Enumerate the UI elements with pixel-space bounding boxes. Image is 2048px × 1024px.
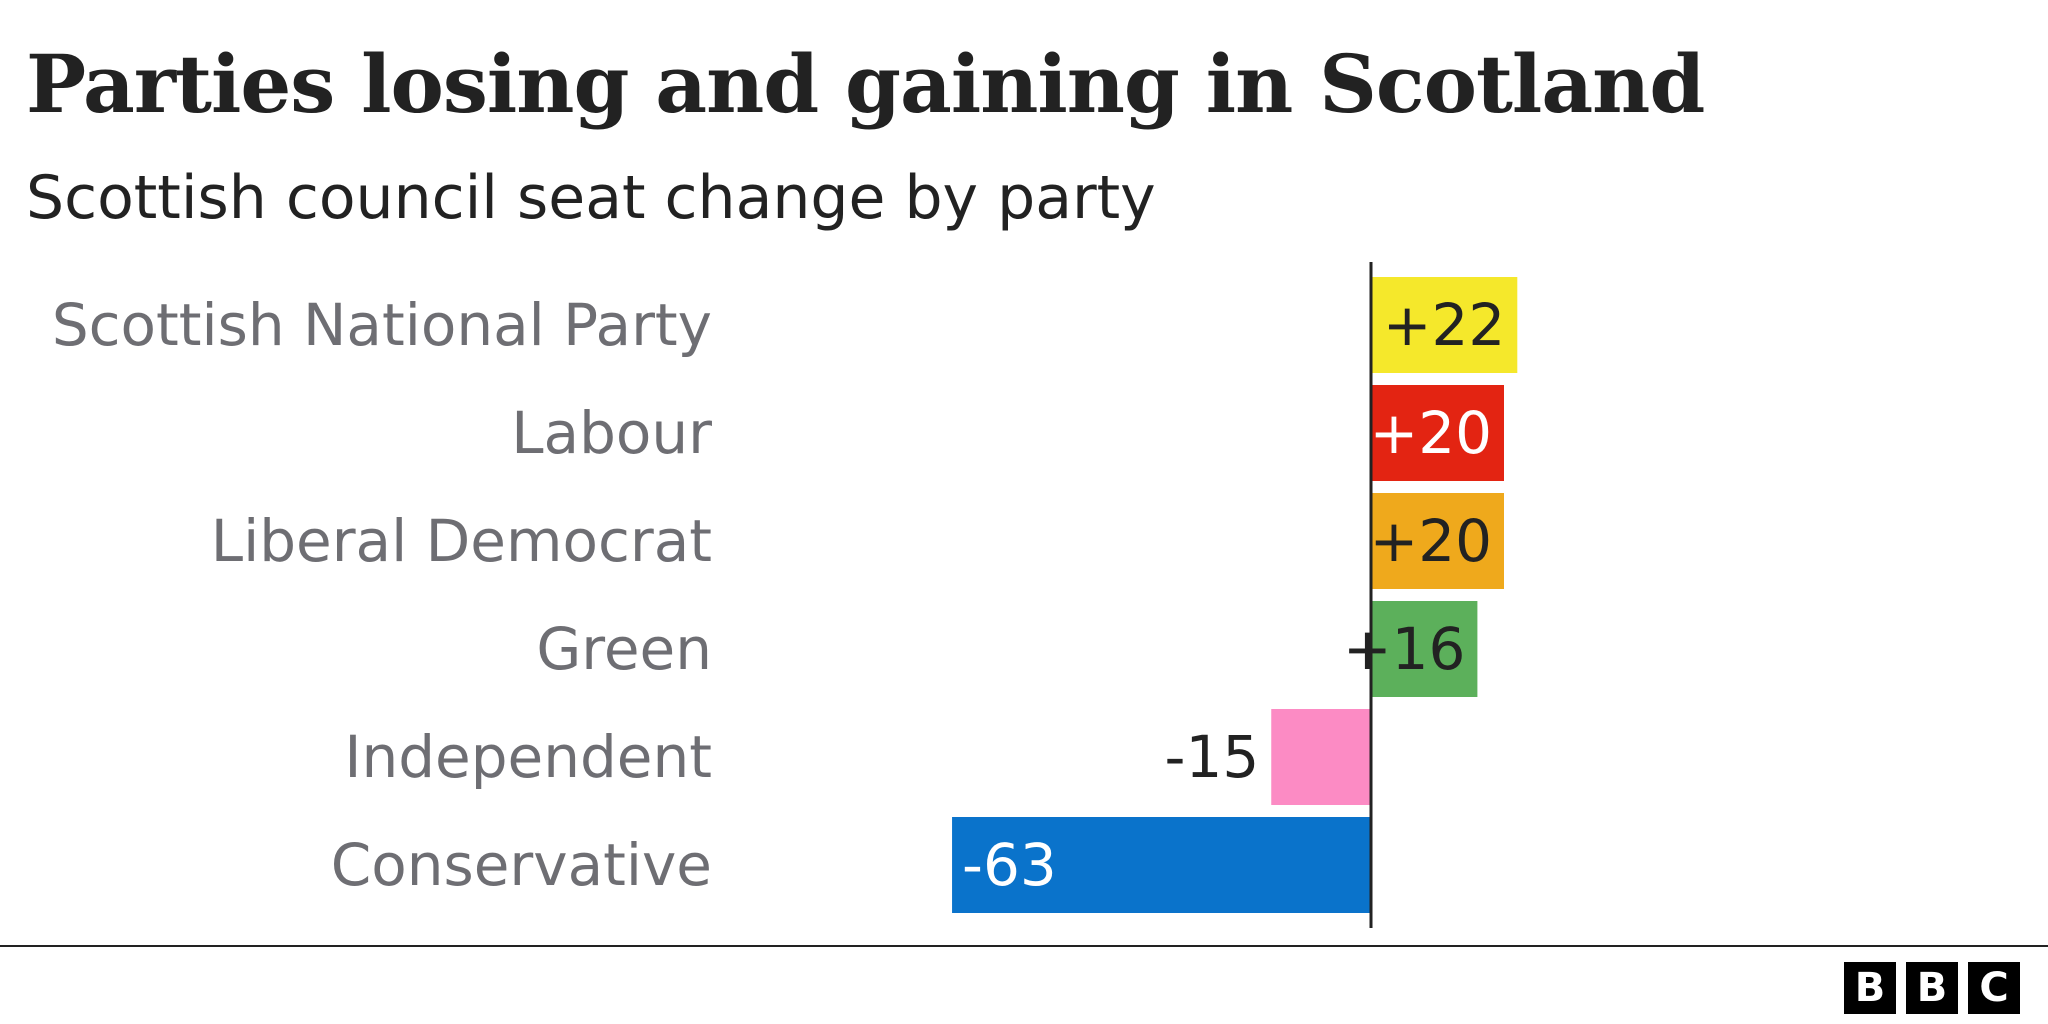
category-label: Independent bbox=[344, 723, 712, 791]
value-label: +22 bbox=[1383, 291, 1505, 359]
chart-title: Parties losing and gaining in Scotland bbox=[26, 37, 1705, 131]
category-label: Green bbox=[536, 615, 712, 683]
category-label: Conservative bbox=[331, 831, 712, 899]
value-label: +20 bbox=[1370, 507, 1492, 575]
footer-divider bbox=[0, 945, 2048, 947]
chart-subtitle: Scottish council seat change by party bbox=[26, 163, 1156, 233]
value-label: +20 bbox=[1370, 399, 1492, 467]
bars-layer: Scottish National Party +22 Labour +20 Liber… bbox=[52, 277, 1518, 913]
bbc-logo: B B C bbox=[1844, 962, 2020, 1014]
category-label: Liberal Democrat bbox=[211, 507, 712, 575]
bar-chart: Scottish National Party +22 Labour +20 Liber… bbox=[52, 262, 1518, 928]
bar-scottish-national-party bbox=[1371, 277, 1518, 373]
bar-independent bbox=[1271, 709, 1371, 805]
bar-green bbox=[1371, 601, 1478, 697]
category-label: Labour bbox=[511, 399, 712, 467]
bbc-logo-letter: B bbox=[1844, 962, 1896, 1014]
bbc-logo-letter: C bbox=[1968, 962, 2020, 1014]
bar-labour bbox=[1371, 385, 1504, 481]
value-label: -63 bbox=[962, 831, 1057, 899]
category-label: Scottish National Party bbox=[52, 291, 712, 359]
bbc-logo-letter: B bbox=[1906, 962, 1958, 1014]
value-label: +16 bbox=[1343, 615, 1465, 683]
bar-liberal-democrat bbox=[1371, 493, 1504, 589]
value-label: -15 bbox=[1165, 723, 1260, 791]
bar-conservative bbox=[952, 817, 1371, 913]
